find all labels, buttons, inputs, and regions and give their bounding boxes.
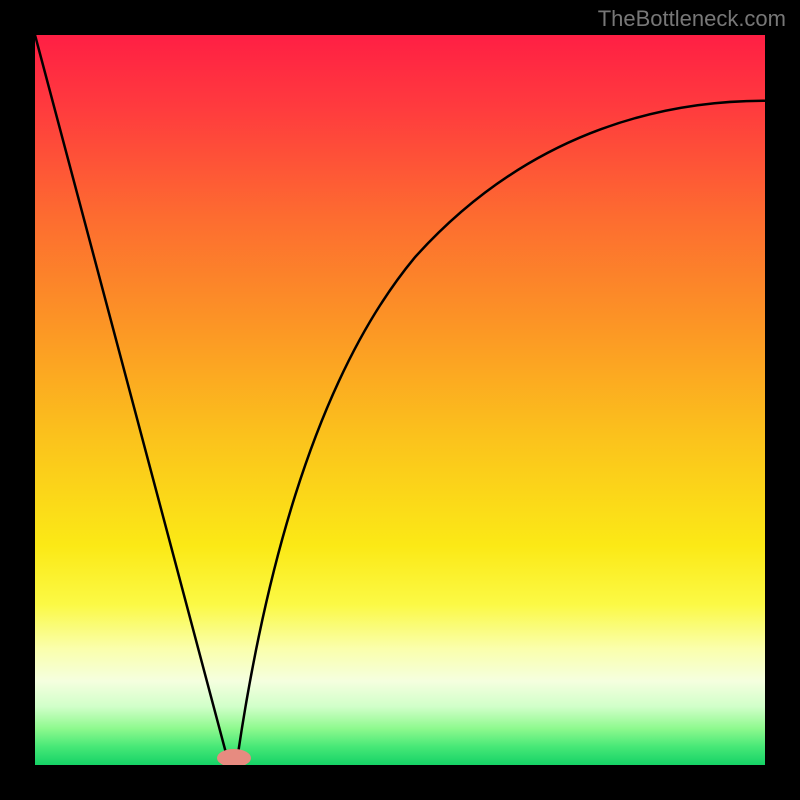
right-curve-line: [238, 101, 765, 754]
chart-curves: [35, 35, 765, 765]
left-curve-line: [35, 35, 226, 754]
chart-area: [35, 35, 765, 765]
minimum-marker: [217, 749, 251, 765]
watermark-text: TheBottleneck.com: [598, 6, 786, 32]
